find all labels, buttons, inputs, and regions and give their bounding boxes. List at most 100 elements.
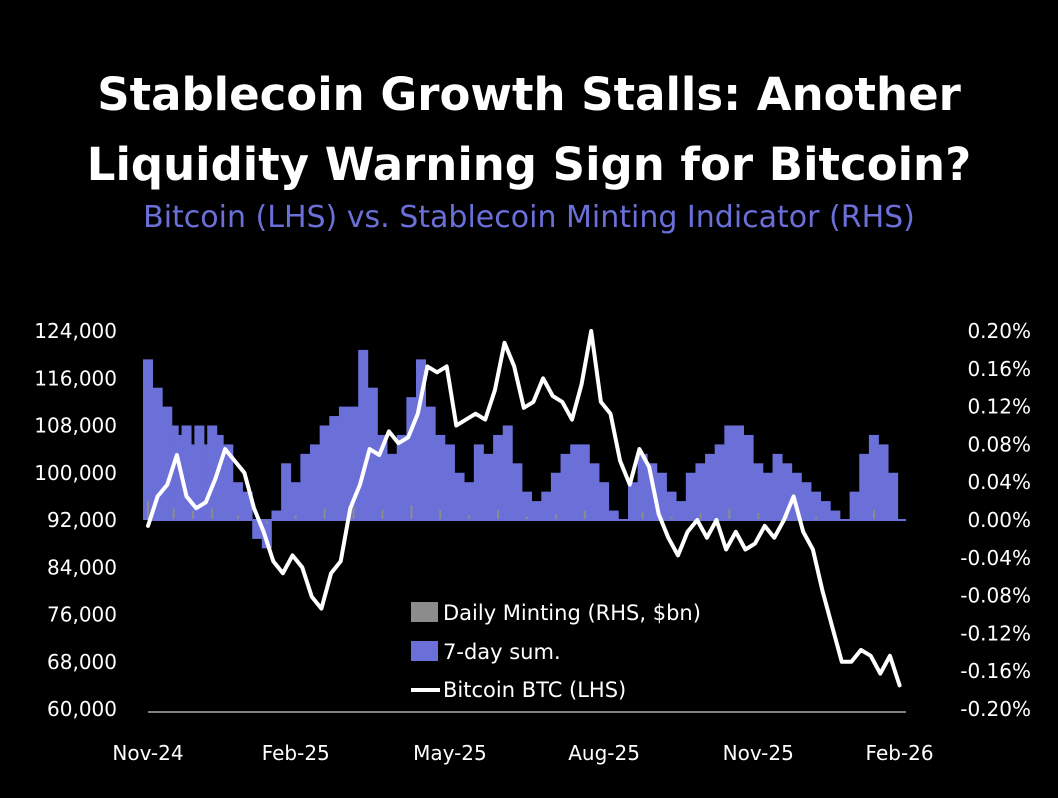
daily-minting-bar bbox=[497, 509, 500, 520]
daily-minting-bar bbox=[526, 516, 528, 520]
left-tick-label: 92,000 bbox=[47, 508, 117, 532]
seven-day-bar bbox=[685, 472, 696, 520]
x-tick-label: Nov-24 bbox=[112, 741, 183, 765]
seven-day-bar bbox=[608, 510, 619, 520]
seven-day-bar bbox=[637, 453, 648, 520]
daily-minting-bar bbox=[872, 509, 875, 520]
seven-day-bar bbox=[560, 453, 571, 520]
seven-day-bar bbox=[695, 463, 706, 520]
seven-day-bar bbox=[512, 463, 523, 520]
left-tick-label: 100,000 bbox=[34, 461, 117, 485]
seven-day-bar bbox=[656, 472, 667, 520]
x-tick-label: Feb-26 bbox=[866, 741, 934, 765]
daily-minting-bar bbox=[172, 508, 175, 520]
seven-day-bar bbox=[271, 510, 282, 520]
seven-day-bar bbox=[387, 453, 398, 520]
seven-day-bar bbox=[152, 387, 163, 520]
daily-minting-bar bbox=[410, 505, 413, 520]
daily-minting-bar bbox=[381, 509, 384, 520]
daily-minting-bar bbox=[147, 500, 149, 520]
right-tick-label: 0.12% bbox=[967, 395, 1031, 419]
seven-day-bar bbox=[396, 434, 407, 520]
right-tick-label: -0.16% bbox=[960, 659, 1031, 683]
seven-day-bar bbox=[782, 463, 793, 520]
seven-day-bar bbox=[406, 397, 417, 520]
seven-day-bar bbox=[464, 482, 475, 520]
seven-day-bar bbox=[329, 416, 340, 520]
seven-day-bar bbox=[200, 444, 211, 520]
daily-minting-bar bbox=[699, 513, 702, 520]
seven-day-bar bbox=[801, 482, 812, 520]
x-tick-label: Feb-25 bbox=[262, 741, 330, 765]
daily-minting-bar bbox=[211, 508, 214, 520]
daily-minting-bars bbox=[147, 500, 875, 524]
seven-day-bar bbox=[187, 444, 198, 520]
x-tick-label: Aug-25 bbox=[568, 741, 640, 765]
seven-day-bar bbox=[425, 406, 436, 520]
seven-day-bar bbox=[290, 482, 301, 520]
seven-day-bar bbox=[820, 501, 831, 520]
right-tick-label: 0.08% bbox=[967, 432, 1031, 456]
seven-day-bar bbox=[483, 453, 494, 520]
seven-day-bar bbox=[168, 425, 179, 520]
seven-day-bar bbox=[213, 434, 224, 520]
seven-day-bar bbox=[705, 453, 716, 520]
seven-day-bar bbox=[242, 491, 253, 520]
seven-day-bar bbox=[743, 434, 754, 520]
seven-day-bar bbox=[522, 491, 532, 520]
daily-minting-bar bbox=[583, 510, 586, 520]
x-tick-label: Nov-25 bbox=[723, 741, 794, 765]
bitcoin-line bbox=[146, 329, 902, 688]
daily-minting-bar bbox=[323, 508, 326, 520]
right-tick-label: 0.00% bbox=[967, 508, 1031, 532]
right-tick-label: 0.16% bbox=[967, 357, 1031, 381]
seven-day-bar bbox=[348, 406, 359, 520]
seven-day-bar bbox=[550, 472, 561, 520]
seven-day-bar bbox=[358, 349, 369, 520]
right-tick-label: -0.04% bbox=[960, 546, 1031, 570]
seven-day-bar bbox=[772, 453, 783, 520]
x-tick-label: May-25 bbox=[413, 741, 487, 765]
legend-swatch-daily bbox=[411, 602, 438, 622]
seven-day-bar bbox=[493, 434, 504, 520]
daily-minting-bar bbox=[757, 513, 760, 520]
left-axis: 124,000 116,000 108,000 100,000 92,000 84,000… bbox=[34, 319, 117, 721]
daily-minting-bar bbox=[265, 520, 268, 524]
seven-day-bar bbox=[570, 444, 581, 520]
left-tick-label: 60,000 bbox=[47, 697, 117, 721]
seven-day-bar bbox=[454, 472, 465, 520]
left-tick-label: 116,000 bbox=[34, 366, 117, 390]
seven-day-bar bbox=[444, 444, 455, 520]
seven-day-bar bbox=[377, 434, 388, 520]
left-tick-label: 124,000 bbox=[34, 319, 117, 343]
seven-day-bar bbox=[811, 491, 822, 520]
seven-day-bar bbox=[473, 444, 484, 520]
right-tick-label: 0.20% bbox=[967, 319, 1031, 343]
seven-day-bar bbox=[888, 472, 899, 520]
seven-day-bar bbox=[791, 472, 802, 520]
daily-minting-bar bbox=[439, 509, 442, 520]
legend-label-bitcoin: Bitcoin BTC (LHS) bbox=[443, 678, 626, 702]
x-axis: Nov-24 Feb-25 May-25 Aug-25 Nov-25 Feb-26 bbox=[112, 741, 933, 765]
daily-minting-bar bbox=[641, 512, 644, 520]
seven-day-bar bbox=[541, 491, 552, 520]
seven-day-bar bbox=[762, 472, 773, 520]
seven-day-bar bbox=[531, 501, 542, 520]
chart-title-line-2: Liquidity Warning Sign for Bitcoin? bbox=[86, 138, 972, 191]
daily-minting-bar bbox=[728, 508, 731, 520]
seven-day-bar bbox=[676, 501, 687, 520]
seven-day-bar bbox=[162, 406, 173, 520]
seven-day-bar bbox=[338, 406, 349, 520]
daily-minting-bar bbox=[554, 514, 557, 520]
seven-day-bar bbox=[194, 425, 205, 520]
seven-day-bar bbox=[733, 425, 744, 520]
right-tick-label: 0.04% bbox=[967, 470, 1031, 494]
seven-day-bar bbox=[143, 359, 153, 520]
seven-day-bar bbox=[252, 520, 263, 539]
daily-minting-bar bbox=[815, 516, 818, 520]
legend-label-seven-day: 7-day sum. bbox=[443, 640, 561, 664]
daily-minting-bar bbox=[670, 516, 673, 520]
seven-day-bar bbox=[868, 434, 879, 520]
seven-day-bar bbox=[416, 359, 427, 520]
seven-day-bar bbox=[714, 444, 725, 520]
